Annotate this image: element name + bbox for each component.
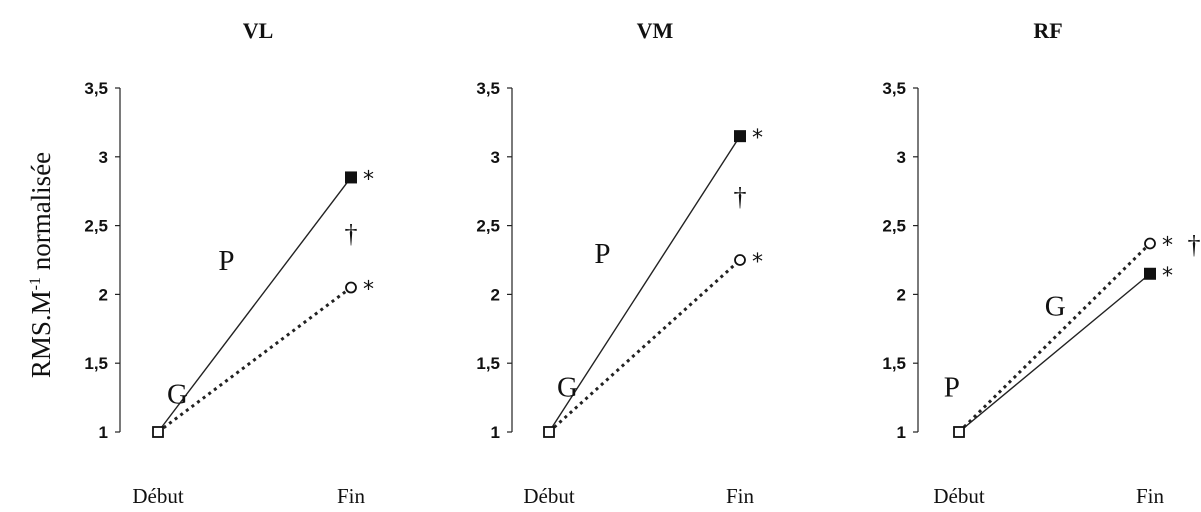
significance-mark: *: [752, 126, 763, 151]
dagger-mark: †: [345, 219, 358, 248]
series-line-p: [958, 273, 1151, 433]
y-tick-label: 1,5: [84, 354, 108, 373]
y-tick-label: 3,5: [882, 79, 906, 98]
series-line-g: [157, 286, 352, 434]
panel-title-vl: VL: [243, 18, 274, 43]
y-tick-label: 1,5: [476, 354, 500, 373]
significance-mark: *: [363, 278, 374, 303]
y-tick-label: 2: [491, 285, 500, 304]
start-point: [152, 426, 164, 438]
data-point-p: [1144, 267, 1156, 280]
x-tick-label: Fin: [726, 484, 755, 508]
chart-panel-vl: 1 1,5 2 2,5 3 3,5 Début Fin * P * G †: [84, 79, 374, 508]
dagger-mark: †: [1188, 230, 1201, 259]
panel-title-vm: VM: [637, 18, 674, 43]
y-tick-label: 1,5: [882, 354, 906, 373]
y-tick-label: 2,5: [84, 217, 108, 236]
series-label-p: P: [944, 372, 960, 404]
significance-mark: *: [1162, 264, 1173, 289]
significance-mark: *: [1162, 233, 1173, 258]
data-point-g: [345, 281, 357, 294]
y-tick-label: 2,5: [882, 217, 906, 236]
y-axis-label: RMS.M-1 normalisée: [26, 152, 56, 378]
significance-mark: *: [363, 167, 374, 192]
data-point-p: [345, 171, 357, 184]
y-tick-label: 2,5: [476, 217, 500, 236]
y-tick-label: 3,5: [476, 79, 500, 98]
series-label-g: G: [167, 378, 188, 410]
series-label-p: P: [218, 245, 234, 277]
dagger-mark: †: [734, 182, 747, 211]
series-label-g: G: [1045, 290, 1066, 322]
y-tick-label: 1: [897, 423, 906, 442]
start-point: [953, 426, 965, 438]
y-tick-label: 2: [99, 285, 108, 304]
x-tick-label: Fin: [1136, 484, 1165, 508]
data-point-p: [734, 130, 746, 143]
chart-panel-vm: 1 1,5 2 2,5 3 3,5 Début Fin * P * G †: [476, 79, 763, 508]
data-point-g: [734, 254, 746, 266]
x-tick-label: Début: [523, 484, 574, 508]
y-tick-label: 3: [491, 148, 500, 167]
start-point: [543, 426, 555, 438]
x-tick-label: Fin: [337, 484, 366, 508]
series-line-g: [957, 242, 1152, 434]
significance-mark: *: [752, 250, 763, 275]
panel-title-rf: RF: [1033, 18, 1062, 43]
series-line-p: [157, 177, 352, 433]
x-tick-label: Début: [132, 484, 183, 508]
series-label-g: G: [557, 372, 578, 404]
series-line-p: [548, 135, 741, 433]
y-tick-label: 2: [897, 285, 906, 304]
chart-panel-rf: 1 1,5 2 2,5 3 3,5 Début Fin * P * G †: [882, 79, 1200, 508]
x-tick-label: Début: [933, 484, 984, 508]
y-tick-label: 3: [897, 148, 906, 167]
series-label-p: P: [594, 238, 610, 270]
data-point-g: [1144, 237, 1156, 250]
series-line-g: [547, 258, 742, 434]
y-tick-label: 1: [491, 423, 500, 442]
y-tick-label: 1: [99, 423, 108, 442]
y-tick-label: 3,5: [84, 79, 108, 98]
y-tick-label: 3: [99, 148, 108, 167]
